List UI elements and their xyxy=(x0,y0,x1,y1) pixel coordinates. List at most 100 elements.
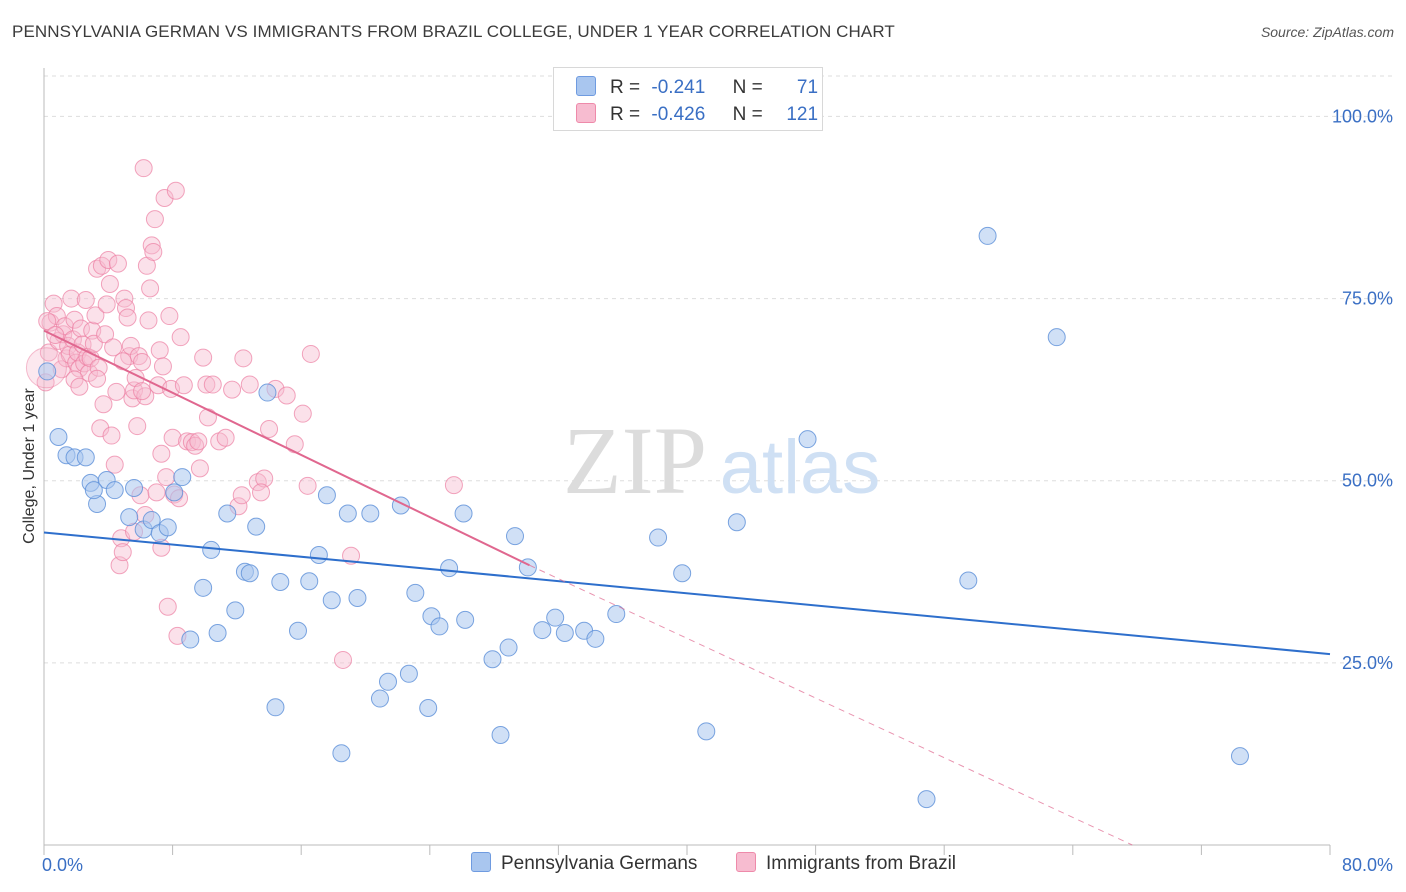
data-point-immigrants-from-brazil xyxy=(108,254,127,273)
data-point-immigrants-from-brazil xyxy=(293,404,312,423)
data-point-pennsylvania-germans xyxy=(120,508,139,527)
legend-n-value: 121 xyxy=(786,104,819,125)
bottom-legend-label-blue: Pennsylvania Germans xyxy=(501,853,698,874)
data-point-immigrants-from-brazil xyxy=(252,483,271,502)
data-point-pennsylvania-germans xyxy=(430,617,449,636)
data-point-pennsylvania-germans xyxy=(456,610,475,629)
data-point-immigrants-from-brazil xyxy=(94,395,113,414)
data-point-pennsylvania-germans xyxy=(1230,747,1249,766)
data-point-immigrants-from-brazil xyxy=(104,338,123,357)
y-tick-label: 50.0% xyxy=(1342,471,1393,491)
data-point-pennsylvania-germans xyxy=(399,664,418,683)
y-tick-label: 25.0% xyxy=(1342,653,1393,673)
data-point-immigrants-from-brazil xyxy=(144,242,163,261)
data-point-immigrants-from-brazil xyxy=(189,432,208,451)
trend-line-immigrants-from-brazil xyxy=(43,329,530,567)
data-point-pennsylvania-germans xyxy=(697,722,716,741)
trend-lines xyxy=(43,329,1331,846)
series-pennsylvania-germans xyxy=(38,226,1249,809)
data-point-immigrants-from-brazil xyxy=(277,386,296,405)
data-point-pennsylvania-germans xyxy=(49,428,68,446)
data-point-pennsylvania-germans xyxy=(38,362,57,381)
data-point-immigrants-from-brazil xyxy=(139,311,158,330)
data-point-pennsylvania-germans xyxy=(586,629,605,648)
legend-r-label: R = xyxy=(610,104,641,125)
data-point-immigrants-from-brazil xyxy=(223,380,242,399)
bottom-legend-pennsylvania-germans: Pennsylvania Germans xyxy=(471,852,697,875)
data-point-pennsylvania-germans xyxy=(322,591,341,610)
data-point-immigrants-from-brazil xyxy=(142,236,161,255)
data-point-immigrants-from-brazil xyxy=(171,328,190,347)
data-point-immigrants-from-brazil xyxy=(255,469,274,488)
data-point-immigrants-from-brazil xyxy=(113,352,132,371)
data-point-immigrants-from-brazil xyxy=(107,382,126,401)
data-point-pennsylvania-germans xyxy=(440,559,459,578)
data-point-immigrants-from-brazil xyxy=(152,444,171,463)
trend-line-pennsylvania-germans xyxy=(43,531,1331,656)
data-point-pennsylvania-germans xyxy=(419,699,438,718)
legend-n-label: N = xyxy=(732,104,763,125)
data-point-pennsylvania-germans xyxy=(226,601,245,620)
data-point-pennsylvania-germans xyxy=(491,725,510,744)
data-point-pennsylvania-germans xyxy=(84,481,103,500)
data-point-immigrants-from-brazil xyxy=(174,376,193,395)
data-point-pennsylvania-germans xyxy=(258,383,277,402)
data-point-pennsylvania-germans xyxy=(309,546,328,565)
data-point-immigrants-from-brazil xyxy=(232,486,251,505)
legend-r-value: -0.426 xyxy=(651,104,706,125)
data-point-immigrants-from-brazil xyxy=(116,299,135,318)
legend-r-label: R = xyxy=(610,77,641,98)
data-point-pennsylvania-germans xyxy=(202,540,221,559)
data-point-immigrants-from-brazil xyxy=(71,319,90,338)
data-point-immigrants-from-brazil xyxy=(118,308,137,327)
legend-row-pennsylvania-germans: R = -0.241 N = 71 xyxy=(576,76,818,98)
data-point-immigrants-from-brazil xyxy=(100,275,119,293)
data-point-pennsylvania-germans xyxy=(406,583,425,602)
data-point-immigrants-from-brazil xyxy=(88,369,107,388)
data-point-pennsylvania-germans xyxy=(505,527,524,546)
correlation-legend: R = -0.241 N = 71 R = -0.426 N = 121 xyxy=(553,67,823,131)
chart-title: PENNSYLVANIA GERMAN VS IMMIGRANTS FROM B… xyxy=(12,22,895,41)
data-point-immigrants-from-brazil xyxy=(105,455,124,474)
data-point-immigrants-from-brazil xyxy=(240,375,259,394)
data-point-immigrants-from-brazil xyxy=(134,159,153,178)
data-point-immigrants-from-brazil xyxy=(150,341,169,360)
data-point-immigrants-from-brazil xyxy=(97,295,116,314)
data-point-immigrants-from-brazil xyxy=(102,426,121,445)
data-point-immigrants-from-brazil xyxy=(216,428,235,447)
data-point-immigrants-from-brazil xyxy=(157,468,176,487)
tick-labels: 25.0% 50.0% 75.0% 100.0% 0.0% 80.0% xyxy=(42,106,1393,875)
source-label: Source: ZipAtlas.com xyxy=(1260,24,1394,40)
data-point-pennsylvania-germans xyxy=(555,623,574,642)
data-point-pennsylvania-germans xyxy=(240,564,259,583)
bottom-legend-immigrants-from-brazil: Immigrants from Brazil xyxy=(736,852,956,875)
data-point-immigrants-from-brazil xyxy=(234,349,253,368)
data-point-immigrants-from-brazil xyxy=(333,650,352,669)
data-point-pennsylvania-germans xyxy=(125,479,144,497)
data-point-pennsylvania-germans xyxy=(142,511,161,530)
legend-swatch-blue xyxy=(576,76,596,96)
data-point-pennsylvania-germans xyxy=(959,571,978,590)
data-point-immigrants-from-brazil xyxy=(153,357,172,376)
data-point-pennsylvania-germans xyxy=(173,468,192,487)
data-point-pennsylvania-germans xyxy=(673,564,692,583)
data-point-immigrants-from-brazil xyxy=(166,181,185,200)
data-point-immigrants-from-brazil xyxy=(70,377,89,396)
data-point-immigrants-from-brazil xyxy=(129,347,148,366)
data-point-immigrants-from-brazil xyxy=(198,408,217,427)
data-point-pennsylvania-germans xyxy=(76,448,95,467)
data-point-pennsylvania-germans xyxy=(1047,328,1066,347)
data-point-pennsylvania-germans xyxy=(649,528,668,547)
legend-row-immigrants-from-brazil: R = -0.426 N = 121 xyxy=(576,103,818,125)
data-point-pennsylvania-germans xyxy=(266,698,285,717)
data-point-pennsylvania-germans xyxy=(300,572,319,591)
data-point-immigrants-from-brazil xyxy=(342,546,361,565)
y-axis-label: College, Under 1 year xyxy=(21,388,38,544)
y-tick-label: 75.0% xyxy=(1342,289,1393,309)
data-point-immigrants-from-brazil xyxy=(62,289,81,308)
data-point-immigrants-from-brazil xyxy=(76,291,95,310)
data-point-pennsylvania-germans xyxy=(370,689,389,708)
data-point-immigrants-from-brazil xyxy=(133,352,152,371)
data-point-pennsylvania-germans xyxy=(727,513,746,532)
